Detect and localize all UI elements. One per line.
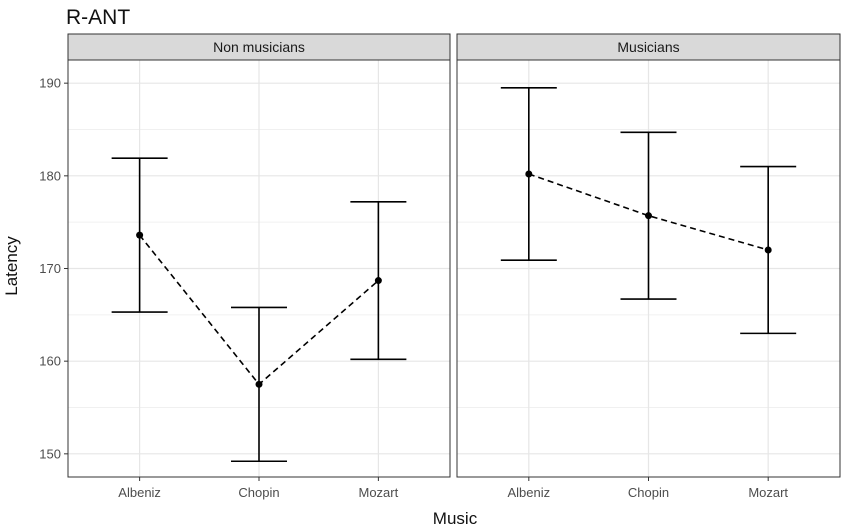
data-point: [525, 170, 533, 178]
data-point: [255, 380, 263, 388]
data-point: [764, 246, 772, 254]
x-tick-label: Chopin: [238, 485, 279, 500]
x-tick-label: Chopin: [628, 485, 669, 500]
chart-title: R-ANT: [66, 6, 130, 29]
x-tick-label: Albeniz: [507, 485, 550, 500]
y-tick-label: 190: [39, 76, 61, 91]
data-point: [136, 231, 144, 239]
facet-strip: [456, 33, 841, 61]
y-tick-label: 170: [39, 261, 61, 276]
facet-strip-label: Non musicians: [213, 39, 305, 55]
y-tick-label: 180: [39, 168, 61, 183]
data-point: [374, 277, 382, 285]
x-axis-title: Music: [433, 509, 478, 528]
y-tick-label: 160: [39, 354, 61, 369]
facet-panels: Non musicians Albeniz Chopin Mozart 150 160 17…: [39, 33, 841, 500]
facet-panel-0: Non musicians Albeniz Chopin Mozart 150 160 17…: [39, 33, 451, 500]
x-tick-label: Albeniz: [118, 485, 161, 500]
x-tick-label: Mozart: [359, 485, 399, 500]
facet-panel-1: Musicians Albeniz Chopin Mozart: [456, 33, 841, 500]
y-axis-title: Latency: [2, 236, 21, 296]
facet-strip-label: Musicians: [617, 39, 679, 55]
x-tick-label: Mozart: [748, 485, 788, 500]
facet-strip: [67, 33, 451, 61]
y-tick-label: 150: [39, 446, 61, 461]
data-point: [645, 212, 652, 220]
series-dashed-line: [528, 173, 769, 251]
